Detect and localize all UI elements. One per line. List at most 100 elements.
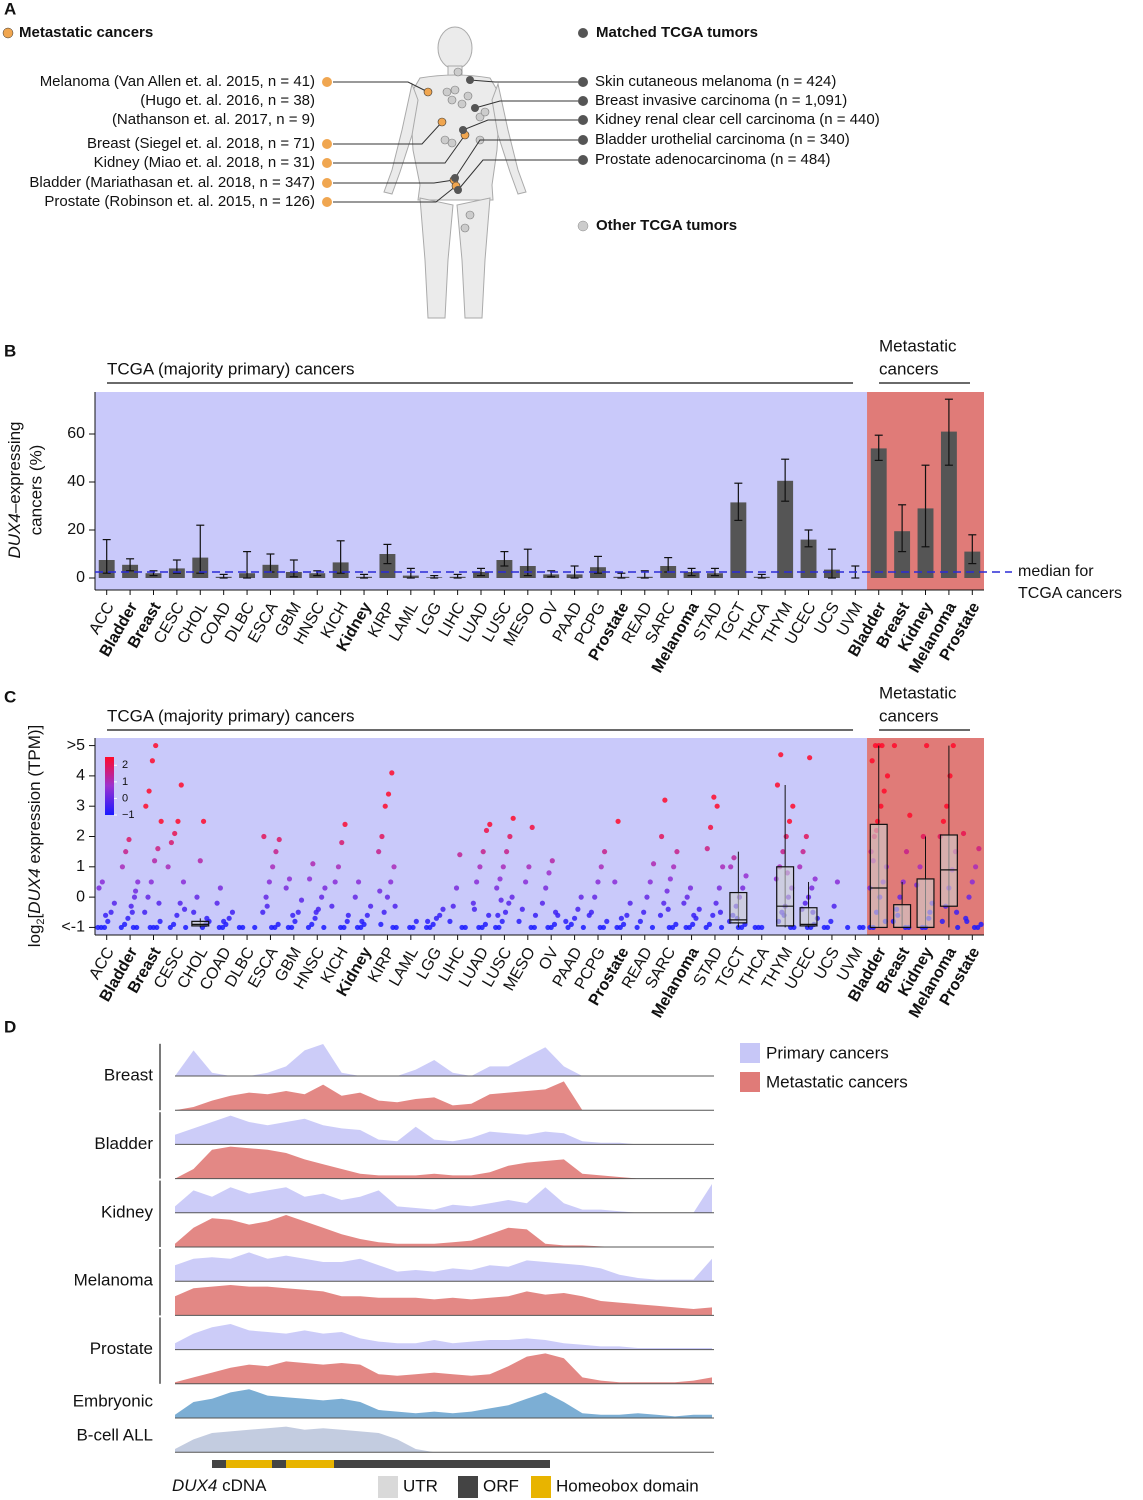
error-bar [102, 538, 111, 574]
point [156, 900, 162, 906]
point [684, 894, 690, 900]
point [703, 924, 709, 931]
point [907, 812, 913, 818]
point [379, 833, 385, 840]
error-bar [243, 550, 252, 579]
colorbar [105, 757, 114, 815]
y-tick-label: 2 [76, 828, 85, 845]
point [309, 921, 315, 927]
point [627, 900, 633, 906]
metastatic-label: (Hugo et. al. 2016, n = 38) [140, 92, 315, 109]
colorbar-label: 2 [122, 759, 128, 771]
track-label: Breast [104, 1065, 153, 1084]
point [691, 912, 697, 918]
point [172, 830, 178, 837]
point [118, 924, 124, 931]
track-label: Embryonic [73, 1391, 154, 1410]
point [275, 921, 281, 927]
point [276, 836, 282, 843]
point [131, 894, 138, 900]
legend-dot [578, 28, 588, 38]
point [298, 897, 305, 903]
point [142, 909, 148, 915]
matched-dot [578, 135, 588, 145]
point [312, 915, 318, 921]
point [376, 849, 382, 855]
label-part: 2 [35, 918, 47, 924]
matched-site [466, 76, 474, 84]
point [103, 912, 109, 918]
point [618, 915, 624, 921]
connector [333, 185, 457, 203]
error-bar [477, 567, 486, 577]
point [710, 912, 716, 918]
point [502, 909, 509, 915]
cdna-legend-label: Homeobox domain [556, 1476, 699, 1495]
point [342, 821, 348, 827]
point [812, 876, 818, 882]
point [483, 827, 490, 834]
point [575, 906, 581, 912]
connector [457, 159, 578, 191]
point [450, 903, 456, 909]
point [272, 924, 278, 931]
matched-site [451, 174, 459, 182]
point [101, 924, 108, 931]
point [924, 742, 930, 749]
point [878, 803, 884, 809]
point [532, 912, 539, 918]
point [972, 864, 979, 870]
metastatic-dot [322, 197, 332, 207]
point [437, 912, 443, 918]
point [368, 903, 374, 909]
cdna-legend-label: ORF [483, 1476, 519, 1495]
connector [333, 121, 443, 145]
matched-dot [578, 77, 588, 87]
coverage-area [175, 1115, 712, 1145]
point [778, 752, 784, 758]
point [321, 924, 327, 931]
y-tick-label: 60 [67, 425, 85, 442]
point [384, 894, 391, 900]
point [975, 924, 981, 931]
point [674, 849, 680, 855]
point [191, 909, 197, 915]
point [500, 864, 506, 870]
error-bar [968, 534, 977, 565]
point [807, 755, 813, 761]
group-header: Metastatic [879, 336, 957, 355]
y-tick-label: 3 [76, 797, 85, 814]
legend-label: Metastatic cancers [766, 1072, 908, 1091]
point [329, 903, 335, 909]
point [667, 876, 673, 882]
point [388, 879, 394, 885]
coverage-area [175, 1081, 712, 1111]
point [165, 864, 171, 870]
point [586, 912, 592, 918]
error-bar [804, 529, 813, 548]
panel-label: A [4, 0, 16, 18]
point [410, 924, 416, 931]
point [662, 797, 668, 803]
point [598, 864, 604, 870]
point [364, 912, 370, 918]
group-header: cancers [879, 359, 939, 378]
coverage-area [175, 1353, 712, 1384]
point [624, 912, 630, 918]
label-part: DUX4 [5, 513, 24, 558]
point [306, 876, 313, 882]
legend-dot [2, 27, 14, 39]
point [600, 924, 607, 931]
error-bar [523, 548, 532, 577]
metastatic-label: Breast (Siegel et. al. 2018, n = 71) [87, 135, 315, 152]
point [568, 921, 574, 927]
point [479, 924, 485, 931]
point [620, 921, 627, 927]
point [978, 921, 984, 927]
point [549, 858, 555, 864]
coverage-area [175, 1252, 712, 1282]
point [217, 885, 223, 891]
point [381, 909, 387, 915]
matched-label: Skin cutaneous melanoma (n = 424) [595, 73, 836, 90]
